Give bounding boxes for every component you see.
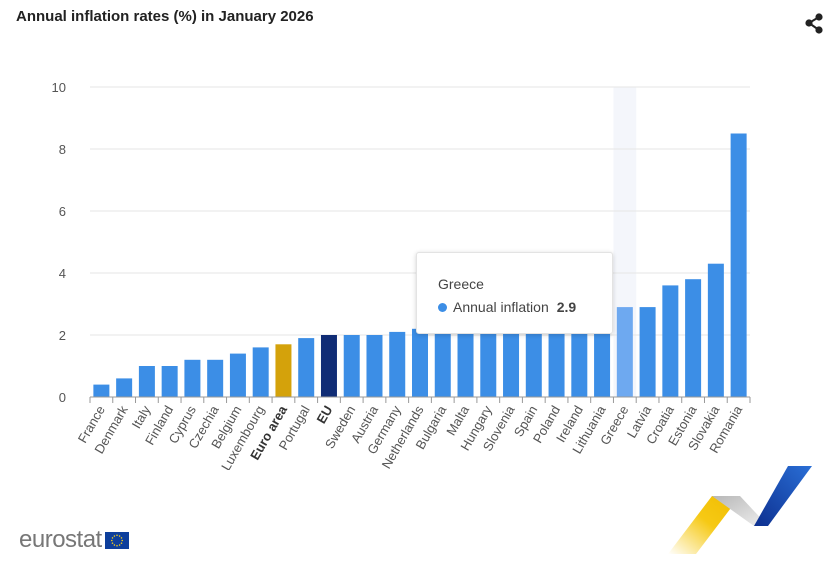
bar-czechia[interactable] <box>207 359 224 397</box>
bar-slovenia[interactable] <box>503 319 520 398</box>
flag-star <box>121 539 123 541</box>
bar-bulgaria[interactable] <box>434 325 451 397</box>
bar-belgium[interactable] <box>229 353 246 397</box>
flag-star <box>113 543 115 546</box>
bar-slovakia[interactable] <box>707 263 724 397</box>
y-tick-label: 10 <box>52 80 66 95</box>
decorative-ribbon <box>668 466 812 554</box>
bar-finland[interactable] <box>161 366 178 397</box>
tooltip: Greece Annual inflation 2.9 <box>416 252 613 334</box>
y-tick-label: 6 <box>59 204 66 219</box>
chart-title: Annual inflation rates (%) in January 20… <box>16 8 314 25</box>
flag-star <box>118 534 121 537</box>
tooltip-series-label: Annual inflation <box>453 299 549 315</box>
flag-star <box>113 534 115 537</box>
bar-ireland[interactable] <box>571 313 588 397</box>
bar-romania[interactable] <box>730 133 747 398</box>
flag-star <box>120 541 122 544</box>
bar-greece[interactable] <box>616 307 633 397</box>
y-tick-label: 4 <box>59 266 66 281</box>
logo-text: eurostat <box>19 526 102 553</box>
bar-latvia[interactable] <box>639 307 656 397</box>
flag-star <box>111 541 113 544</box>
bar-austria[interactable] <box>366 335 383 397</box>
bar-france[interactable] <box>93 384 110 397</box>
bar-italy[interactable] <box>138 366 155 397</box>
bar-portugal[interactable] <box>298 338 315 397</box>
eu-flag-icon <box>104 531 129 549</box>
flag-star <box>111 536 113 539</box>
bar-estonia[interactable] <box>685 279 702 397</box>
flag-star <box>118 543 121 546</box>
bar-hungary[interactable] <box>480 322 497 397</box>
flag-star <box>110 539 113 541</box>
bar-luxembourg[interactable] <box>252 347 269 397</box>
flag-star <box>115 534 118 536</box>
tooltip-title: Greece <box>438 276 484 292</box>
y-tick-label: 0 <box>59 390 66 405</box>
bar-eu[interactable] <box>320 335 337 397</box>
bar-netherlands[interactable] <box>412 328 428 397</box>
bar-euro-area[interactable] <box>275 344 292 397</box>
bar-germany[interactable] <box>389 331 406 397</box>
eurostat-logo: eurostat <box>19 526 129 554</box>
y-tick-label: 2 <box>59 328 66 343</box>
y-tick-label: 8 <box>59 142 66 157</box>
tooltip-series-dot <box>438 302 447 312</box>
bar-spain[interactable] <box>525 319 542 398</box>
bar-malta[interactable] <box>457 322 474 397</box>
bar-denmark[interactable] <box>116 378 133 397</box>
x-tick-label: EU <box>314 403 336 426</box>
bar-poland[interactable] <box>548 316 565 397</box>
share-icon <box>805 13 823 34</box>
flag-star <box>115 544 118 546</box>
share-button[interactable] <box>802 11 828 37</box>
bar-sweden[interactable] <box>343 335 360 397</box>
bar-croatia[interactable] <box>662 285 679 397</box>
bar-cyprus[interactable] <box>184 359 201 397</box>
flag-star <box>120 536 122 539</box>
tooltip-value: 2.9 <box>556 299 577 315</box>
